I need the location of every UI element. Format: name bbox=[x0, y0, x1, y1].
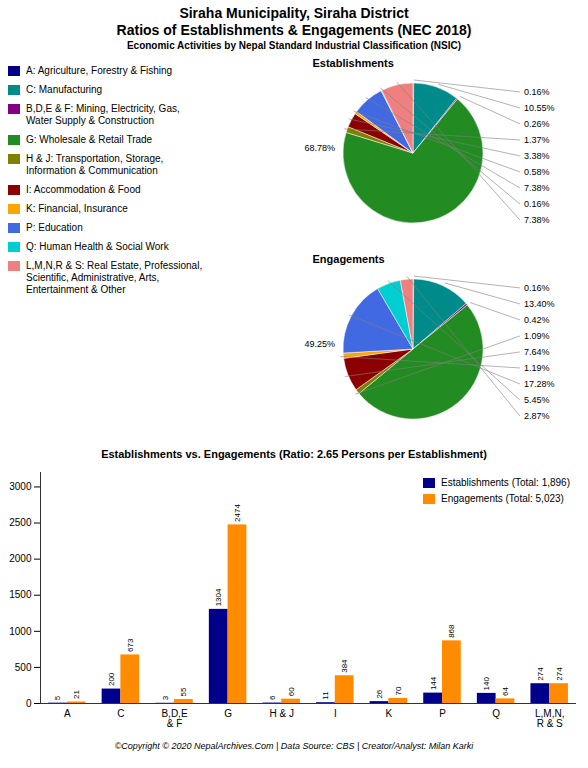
svg-text:384: 384 bbox=[340, 659, 349, 673]
svg-text:6: 6 bbox=[268, 695, 277, 700]
svg-text:1.37%: 1.37% bbox=[524, 135, 550, 145]
svg-text:11: 11 bbox=[321, 691, 330, 700]
html-text:Establishments (Total: 1,896): Establishments (Total: 1,896) bbox=[441, 477, 570, 488]
svg-text:0.26%: 0.26% bbox=[524, 119, 550, 129]
svg-text:64: 64 bbox=[501, 686, 510, 695]
svg-text:144: 144 bbox=[429, 676, 438, 690]
html-text:Establishments vs. Engagements: Establishments vs. Engagements (Ratio: 2… bbox=[101, 448, 487, 460]
svg-text:7.38%: 7.38% bbox=[524, 183, 550, 193]
svg-text:200: 200 bbox=[107, 672, 116, 686]
html-text:K: Financial, Insurance: K: Financial, Insurance bbox=[26, 203, 128, 214]
svg-text:B,D,E& F: B,D,E& F bbox=[161, 708, 187, 729]
svg-text:140: 140 bbox=[482, 676, 491, 690]
svg-text:7.38%: 7.38% bbox=[524, 215, 550, 225]
svg-text:0: 0 bbox=[26, 698, 32, 709]
html-text:Water Supply & Construction: Water Supply & Construction bbox=[26, 115, 154, 126]
svg-text:2500: 2500 bbox=[9, 517, 32, 528]
svg-text:2474: 2474 bbox=[233, 504, 242, 522]
svg-text:274: 274 bbox=[555, 667, 564, 681]
svg-text:68.78%: 68.78% bbox=[305, 143, 336, 153]
svg-text:0.58%: 0.58% bbox=[524, 167, 550, 177]
svg-text:A: A bbox=[64, 708, 71, 719]
svg-text:3: 3 bbox=[161, 695, 170, 700]
svg-text:C: C bbox=[117, 708, 124, 719]
html-text:Q: Human Health & Social Work: Q: Human Health & Social Work bbox=[26, 241, 169, 252]
html-text:G: Wholesale & Retail Trade: G: Wholesale & Retail Trade bbox=[26, 134, 153, 145]
html-text:I: Accommodation & Food: I: Accommodation & Food bbox=[26, 184, 141, 195]
svg-text:Engagements: Engagements bbox=[313, 253, 385, 265]
svg-text:1500: 1500 bbox=[9, 589, 32, 600]
svg-text:7.64%: 7.64% bbox=[524, 347, 550, 357]
html-text:L,M,N,R & S: Real Estate, Prof: L,M,N,R & S: Real Estate, Professional, bbox=[26, 260, 203, 271]
svg-text:P: P bbox=[439, 708, 446, 719]
html-text:©Copyright © 2020 NepalArchive: ©Copyright © 2020 NepalArchives.Com | Da… bbox=[114, 741, 474, 751]
svg-text:G: G bbox=[224, 708, 232, 719]
svg-text:868: 868 bbox=[447, 624, 456, 638]
svg-text:1000: 1000 bbox=[9, 626, 32, 637]
html-text:Economic Activities by Nepal S: Economic Activities by Nepal Standard In… bbox=[126, 40, 462, 51]
svg-text:1.09%: 1.09% bbox=[524, 331, 550, 341]
svg-text:60: 60 bbox=[287, 687, 296, 696]
svg-text:5: 5 bbox=[53, 695, 62, 700]
html-text:Ratios of Establishments & Eng: Ratios of Establishments & Engagements (… bbox=[116, 22, 472, 38]
html-text:H & J: Transportation, Storage: H & J: Transportation, Storage, bbox=[26, 153, 164, 164]
svg-text:500: 500 bbox=[15, 662, 32, 673]
svg-text:K: K bbox=[386, 708, 393, 719]
svg-text:17.28%: 17.28% bbox=[524, 379, 555, 389]
html-text:C: Manufacturing: C: Manufacturing bbox=[26, 84, 103, 95]
html-text:Siraha Municipality, Siraha Di: Siraha Municipality, Siraha District bbox=[179, 5, 409, 21]
html-text:P: Education: P: Education bbox=[26, 222, 83, 233]
svg-text:21: 21 bbox=[72, 690, 81, 699]
svg-text:55: 55 bbox=[179, 687, 188, 696]
html-text:Scientific, Administrative, Ar: Scientific, Administrative, Arts, bbox=[26, 272, 160, 283]
svg-text:Q: Q bbox=[492, 708, 500, 719]
svg-text:26: 26 bbox=[375, 689, 384, 698]
svg-text:13.40%: 13.40% bbox=[524, 299, 555, 309]
html-text:A: Agriculture, Forestry & Fis: A: Agriculture, Forestry & Fishing bbox=[26, 65, 173, 76]
svg-text:Establishments: Establishments bbox=[313, 57, 394, 69]
svg-text:I: I bbox=[334, 708, 337, 719]
svg-text:49.25%: 49.25% bbox=[305, 339, 336, 349]
svg-text:274: 274 bbox=[536, 667, 545, 681]
html-text:Entertainment & Other: Entertainment & Other bbox=[26, 284, 126, 295]
svg-text:1.19%: 1.19% bbox=[524, 363, 550, 373]
svg-text:3000: 3000 bbox=[9, 481, 32, 492]
svg-text:L,M,N,R & S: L,M,N,R & S bbox=[535, 708, 564, 729]
svg-text:5.45%: 5.45% bbox=[524, 395, 550, 405]
svg-text:10.55%: 10.55% bbox=[524, 103, 555, 113]
svg-text:673: 673 bbox=[126, 638, 135, 652]
html-text:Engagements (Total: 5,023): Engagements (Total: 5,023) bbox=[441, 493, 564, 504]
svg-text:70: 70 bbox=[394, 686, 403, 695]
svg-text:0.42%: 0.42% bbox=[524, 315, 550, 325]
svg-text:0.16%: 0.16% bbox=[524, 87, 550, 97]
svg-text:0.16%: 0.16% bbox=[524, 283, 550, 293]
html-text:B,D,E & F: Mining, Electricity: B,D,E & F: Mining, Electricity, Gas, bbox=[26, 103, 180, 114]
svg-text:0.16%: 0.16% bbox=[524, 199, 550, 209]
svg-text:H & J: H & J bbox=[269, 708, 293, 719]
html-text:Information & Communication: Information & Communication bbox=[26, 165, 158, 176]
svg-text:2000: 2000 bbox=[9, 553, 32, 564]
svg-text:2.87%: 2.87% bbox=[524, 411, 550, 421]
svg-text:3.38%: 3.38% bbox=[524, 151, 550, 161]
svg-text:1304: 1304 bbox=[214, 588, 223, 606]
